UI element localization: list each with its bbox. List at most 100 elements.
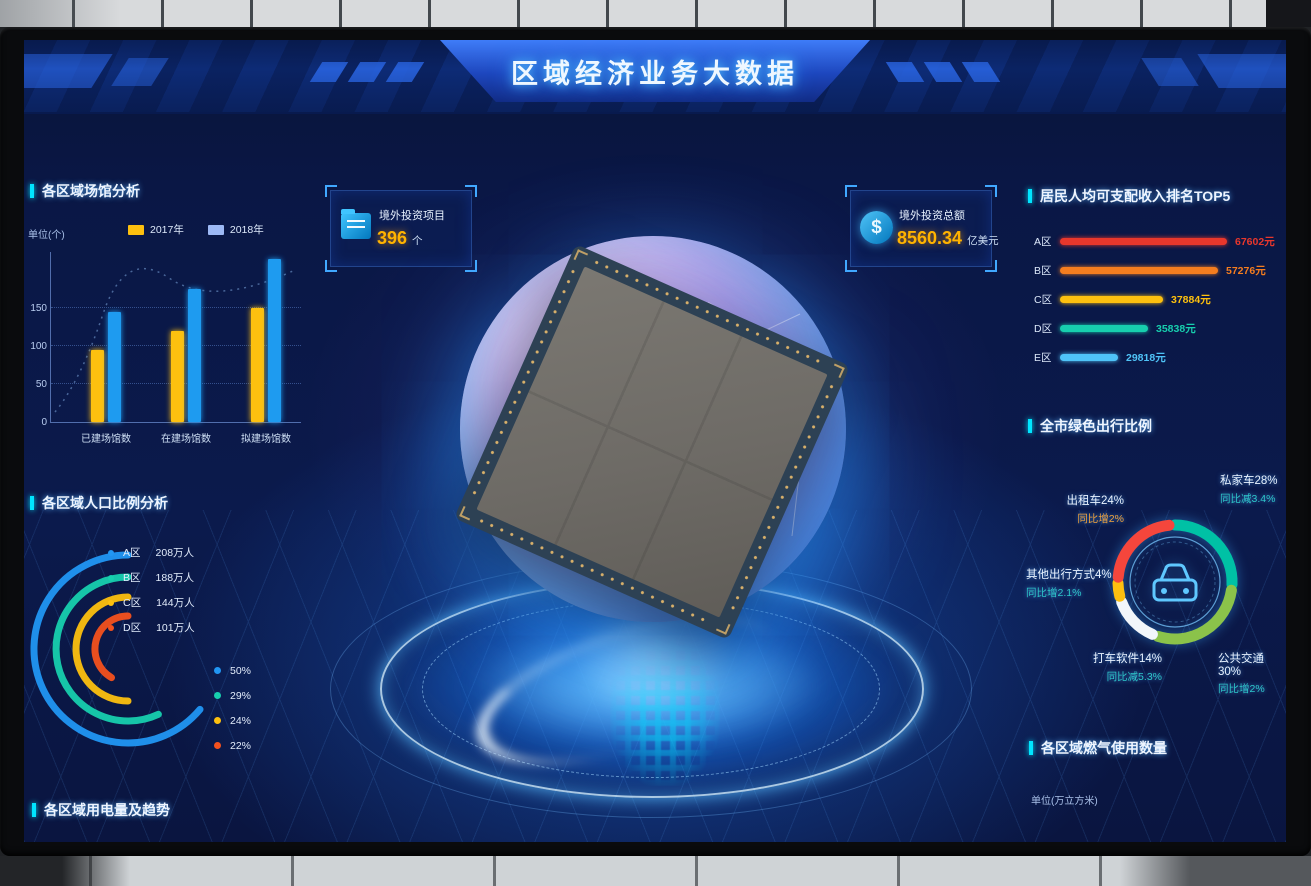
legend-item: 2017年 xyxy=(128,222,184,237)
percent-legend-row: 50% xyxy=(214,664,251,677)
section-accent-bar xyxy=(1029,741,1033,755)
region-label: E区 xyxy=(1034,351,1052,364)
population-row: D区 101万人 xyxy=(108,621,195,634)
income-row: B区 57276元 xyxy=(1034,264,1275,277)
donut-label-sub: 同比增2% xyxy=(1077,513,1124,525)
percent-label: 22% xyxy=(230,739,252,752)
chip-corner-mark xyxy=(573,249,589,264)
axis-unit-label: 单位(万立方米) xyxy=(1031,796,1098,807)
section-title-electricity: 各区域用电量及趋势 xyxy=(32,800,170,820)
donut-label-main: 打车软件14% xyxy=(1092,653,1162,665)
section-accent-bar xyxy=(30,184,34,198)
bar-group: 拟建场馆数 xyxy=(241,258,291,445)
wall-dark-corner xyxy=(1266,0,1311,27)
donut-label-main: 出租车24% xyxy=(1066,495,1124,507)
donut-label: 私家车28% 同比减3.4% xyxy=(1220,472,1278,506)
corner-bracket xyxy=(325,260,337,272)
section-title-text: 全市绿色出行比例 xyxy=(1040,418,1152,434)
bar-2017年 xyxy=(171,330,184,422)
corner-bracket xyxy=(985,185,997,197)
corner-bracket xyxy=(325,185,337,197)
bar-groups: 已建场馆数 在建场馆数 拟建场馆数 xyxy=(51,252,301,445)
section-title-text: 居民人均可支配收入排名TOP5 xyxy=(1040,188,1231,204)
card-value-line: 8560.34 亿美元 xyxy=(897,228,999,249)
chip-corner-mark xyxy=(459,505,474,521)
card-unit: 个 xyxy=(412,235,423,247)
population-arc xyxy=(52,573,162,725)
section-accent-bar xyxy=(30,496,34,510)
tv-bezel: 区域经济业务大数据 xyxy=(0,27,1311,856)
top5-rows: A区 67602元 B区 57276元 C区 37884元 D区 35838元 E区 29818元 xyxy=(1034,236,1275,381)
legend-swatch xyxy=(207,224,224,235)
category-label: 拟建场馆数 xyxy=(241,434,291,445)
region-label: B区 xyxy=(1034,264,1052,277)
header-band: 区域经济业务大数据 xyxy=(24,40,1286,114)
income-bar xyxy=(1060,353,1118,361)
legend-dot xyxy=(214,742,221,749)
population-row: B区 188万人 xyxy=(108,571,195,584)
population-value: 101万人 xyxy=(156,622,195,634)
y-tick-label: 50 xyxy=(35,379,47,390)
bar-2018年 xyxy=(188,289,201,422)
legend-dot xyxy=(108,599,114,606)
income-bar xyxy=(1060,295,1163,303)
corner-bracket xyxy=(985,260,997,272)
region-label: B区 xyxy=(123,572,141,584)
donut-label-sub: 同比减3.4% xyxy=(1220,493,1276,505)
income-row: C区 37884元 xyxy=(1034,294,1275,306)
bar-2017年 xyxy=(251,308,264,422)
percent-label: 29% xyxy=(230,689,252,702)
donut-label: 公共交通30% 同比增2% xyxy=(1218,650,1286,696)
income-row: E区 29818元 xyxy=(1034,351,1275,364)
percent-legend-row: 29% xyxy=(214,689,251,702)
region-label: A区 xyxy=(1034,235,1052,248)
car-icon xyxy=(1152,563,1198,602)
section-title-population: 各区域人口比例分析 xyxy=(30,493,168,513)
income-row: A区 67602元 xyxy=(1034,235,1275,248)
legend-item: 2018年 xyxy=(207,222,264,237)
region-label: D区 xyxy=(1034,322,1053,335)
income-value: 67602元 xyxy=(1235,235,1275,248)
income-value: 57276元 xyxy=(1226,264,1266,277)
wall-tiles-bottom xyxy=(0,856,1311,886)
percent-legend-row: 24% xyxy=(214,714,251,727)
category-label: 已建场馆数 xyxy=(81,434,131,445)
donut-label-sub: 同比增2% xyxy=(1218,683,1265,695)
percent-label: 24% xyxy=(230,714,252,727)
donut-segment xyxy=(1169,519,1238,590)
section-accent-bar xyxy=(1028,189,1032,203)
donut-label-main: 公共交通30% xyxy=(1218,653,1264,678)
population-value: 144万人 xyxy=(156,597,195,609)
donut-svg xyxy=(1112,519,1238,645)
population-row: A区 208万人 xyxy=(108,546,195,559)
gridline xyxy=(51,307,301,308)
bar-2018年 xyxy=(108,311,121,422)
donut-label-main: 私家车28% xyxy=(1220,475,1278,487)
section-title-text: 各区域人口比例分析 xyxy=(42,495,168,511)
donut-label: 打车软件14% 同比减5.3% xyxy=(1050,650,1162,684)
legend-dot xyxy=(108,549,114,556)
donut-segment xyxy=(1116,596,1158,640)
corner-bracket xyxy=(845,185,857,197)
section-title-text: 各区域燃气使用数量 xyxy=(1041,740,1167,756)
section-accent-bar xyxy=(1028,419,1032,433)
bar-2018年 xyxy=(268,258,281,422)
population-labels: A区 208万人 B区 188万人 C区 144万人 D区 101万人 xyxy=(108,546,195,646)
y-tick-label: 150 xyxy=(30,303,47,314)
venues-legend: 2017年 2018年 xyxy=(128,222,264,237)
donut-label-main: 其他出行方式4% xyxy=(1026,569,1112,581)
legend-label: 2018年 xyxy=(229,224,264,236)
region-label: C区 xyxy=(123,597,142,609)
population-arc xyxy=(72,593,132,705)
donut-segment xyxy=(1152,584,1237,645)
income-bar xyxy=(1060,237,1227,245)
chip-corner-mark xyxy=(715,620,731,635)
income-value: 29818元 xyxy=(1126,351,1166,364)
category-label: 在建场馆数 xyxy=(161,434,211,445)
income-value: 35838元 xyxy=(1156,322,1196,335)
venues-plot: 0 50 100 150 已建场馆数 在建场馆数 拟建场馆数 xyxy=(30,252,301,445)
card-unit: 亿美元 xyxy=(967,235,999,247)
chip-corner-mark xyxy=(830,363,845,379)
population-value: 188万人 xyxy=(155,572,195,584)
